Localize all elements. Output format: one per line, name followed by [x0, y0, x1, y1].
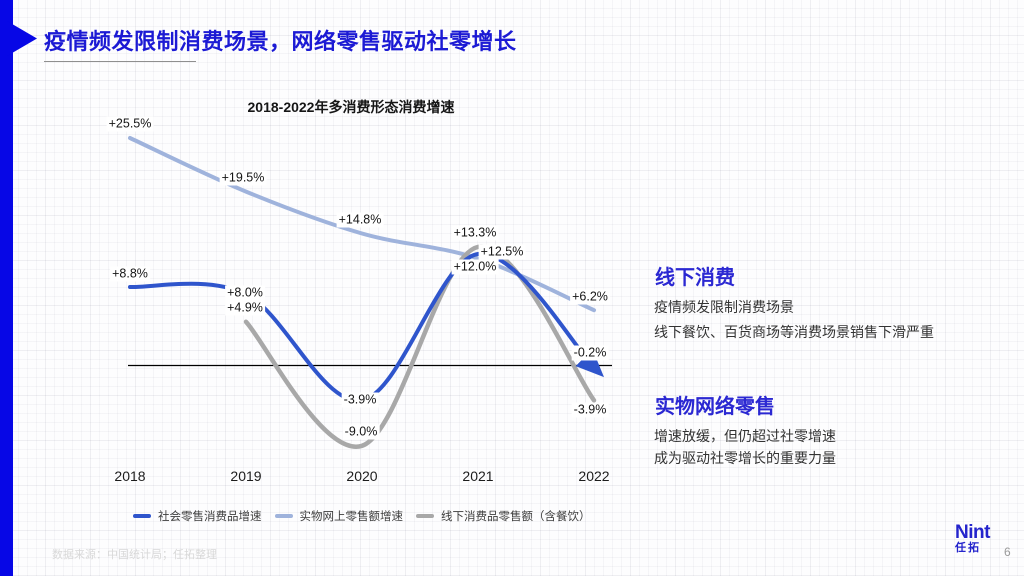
nint-logo-text: Nint: [955, 522, 990, 543]
x-axis-label: 2022: [578, 468, 610, 484]
insight-heading-online: 实物网络零售: [655, 396, 775, 418]
x-axis-label: 2021: [462, 468, 494, 484]
accent-sidebar: [0, 0, 13, 576]
insight-line: 成为驱动社零增长的重要力量: [654, 450, 836, 466]
x-axis-label: 2018: [114, 468, 146, 484]
legend-item: 实物网上零售额增速: [274, 508, 404, 524]
data-label: +4.9%: [225, 300, 265, 316]
legend-swatch: [274, 514, 293, 518]
legend-item: 社会零售消费品增速: [133, 508, 262, 524]
insight-heading-offline: 线下消费: [655, 267, 735, 289]
legend-label: 实物网上零售额增速: [299, 511, 404, 523]
data-label: +8.8%: [110, 266, 150, 282]
x-axis-label: 2020: [346, 468, 378, 484]
data-label: +25.5%: [106, 116, 154, 132]
chart-title: 2018-2022年多消费形态消费增速: [247, 99, 455, 115]
data-label: -0.2%: [571, 345, 609, 361]
series-line-2: [243, 244, 597, 449]
insight-line: 疫情频发限制消费场景: [654, 299, 794, 315]
legend-swatch: [133, 514, 151, 518]
page-number: 6: [1004, 545, 1011, 559]
data-label: +13.3%: [451, 225, 499, 241]
data-label: -3.9%: [571, 402, 609, 418]
legend-swatch: [416, 514, 434, 518]
data-label: +19.5%: [219, 170, 267, 186]
insight-line: 线下餐饮、百货商场等消费场景销售下滑严重: [654, 324, 934, 340]
title-underline: [44, 61, 196, 62]
x-axis-label: 2019: [230, 468, 262, 484]
insight-line: 增速放缓，但仍超过社零增速: [654, 428, 836, 444]
data-label: +12.0%: [451, 259, 499, 275]
legend-item: 线下消费品零售额（含餐饮）: [416, 508, 591, 524]
legend-label: 线下消费品零售额（含餐饮）: [441, 511, 591, 523]
data-label: +12.5%: [478, 244, 526, 260]
chart-legend: 社会零售消费品增速 实物网上零售额增速 线下消费品零售额（含餐饮）: [133, 508, 591, 524]
data-label: +14.8%: [336, 212, 384, 228]
data-label: +8.0%: [225, 285, 265, 301]
nint-logo-subtext: 任拓: [955, 542, 981, 554]
slide-title: 疫情频发限制消费场景，网络零售驱动社零增长: [44, 29, 517, 54]
legend-label: 社会零售消费品增速: [158, 511, 262, 523]
data-source-note: 数据来源：中国统计局；任拓整理: [52, 549, 217, 561]
data-label: +6.2%: [570, 289, 610, 305]
nint-logo: Nint 任拓: [955, 523, 990, 554]
data-label: -3.9%: [341, 392, 379, 408]
data-label: -9.0%: [342, 424, 380, 440]
